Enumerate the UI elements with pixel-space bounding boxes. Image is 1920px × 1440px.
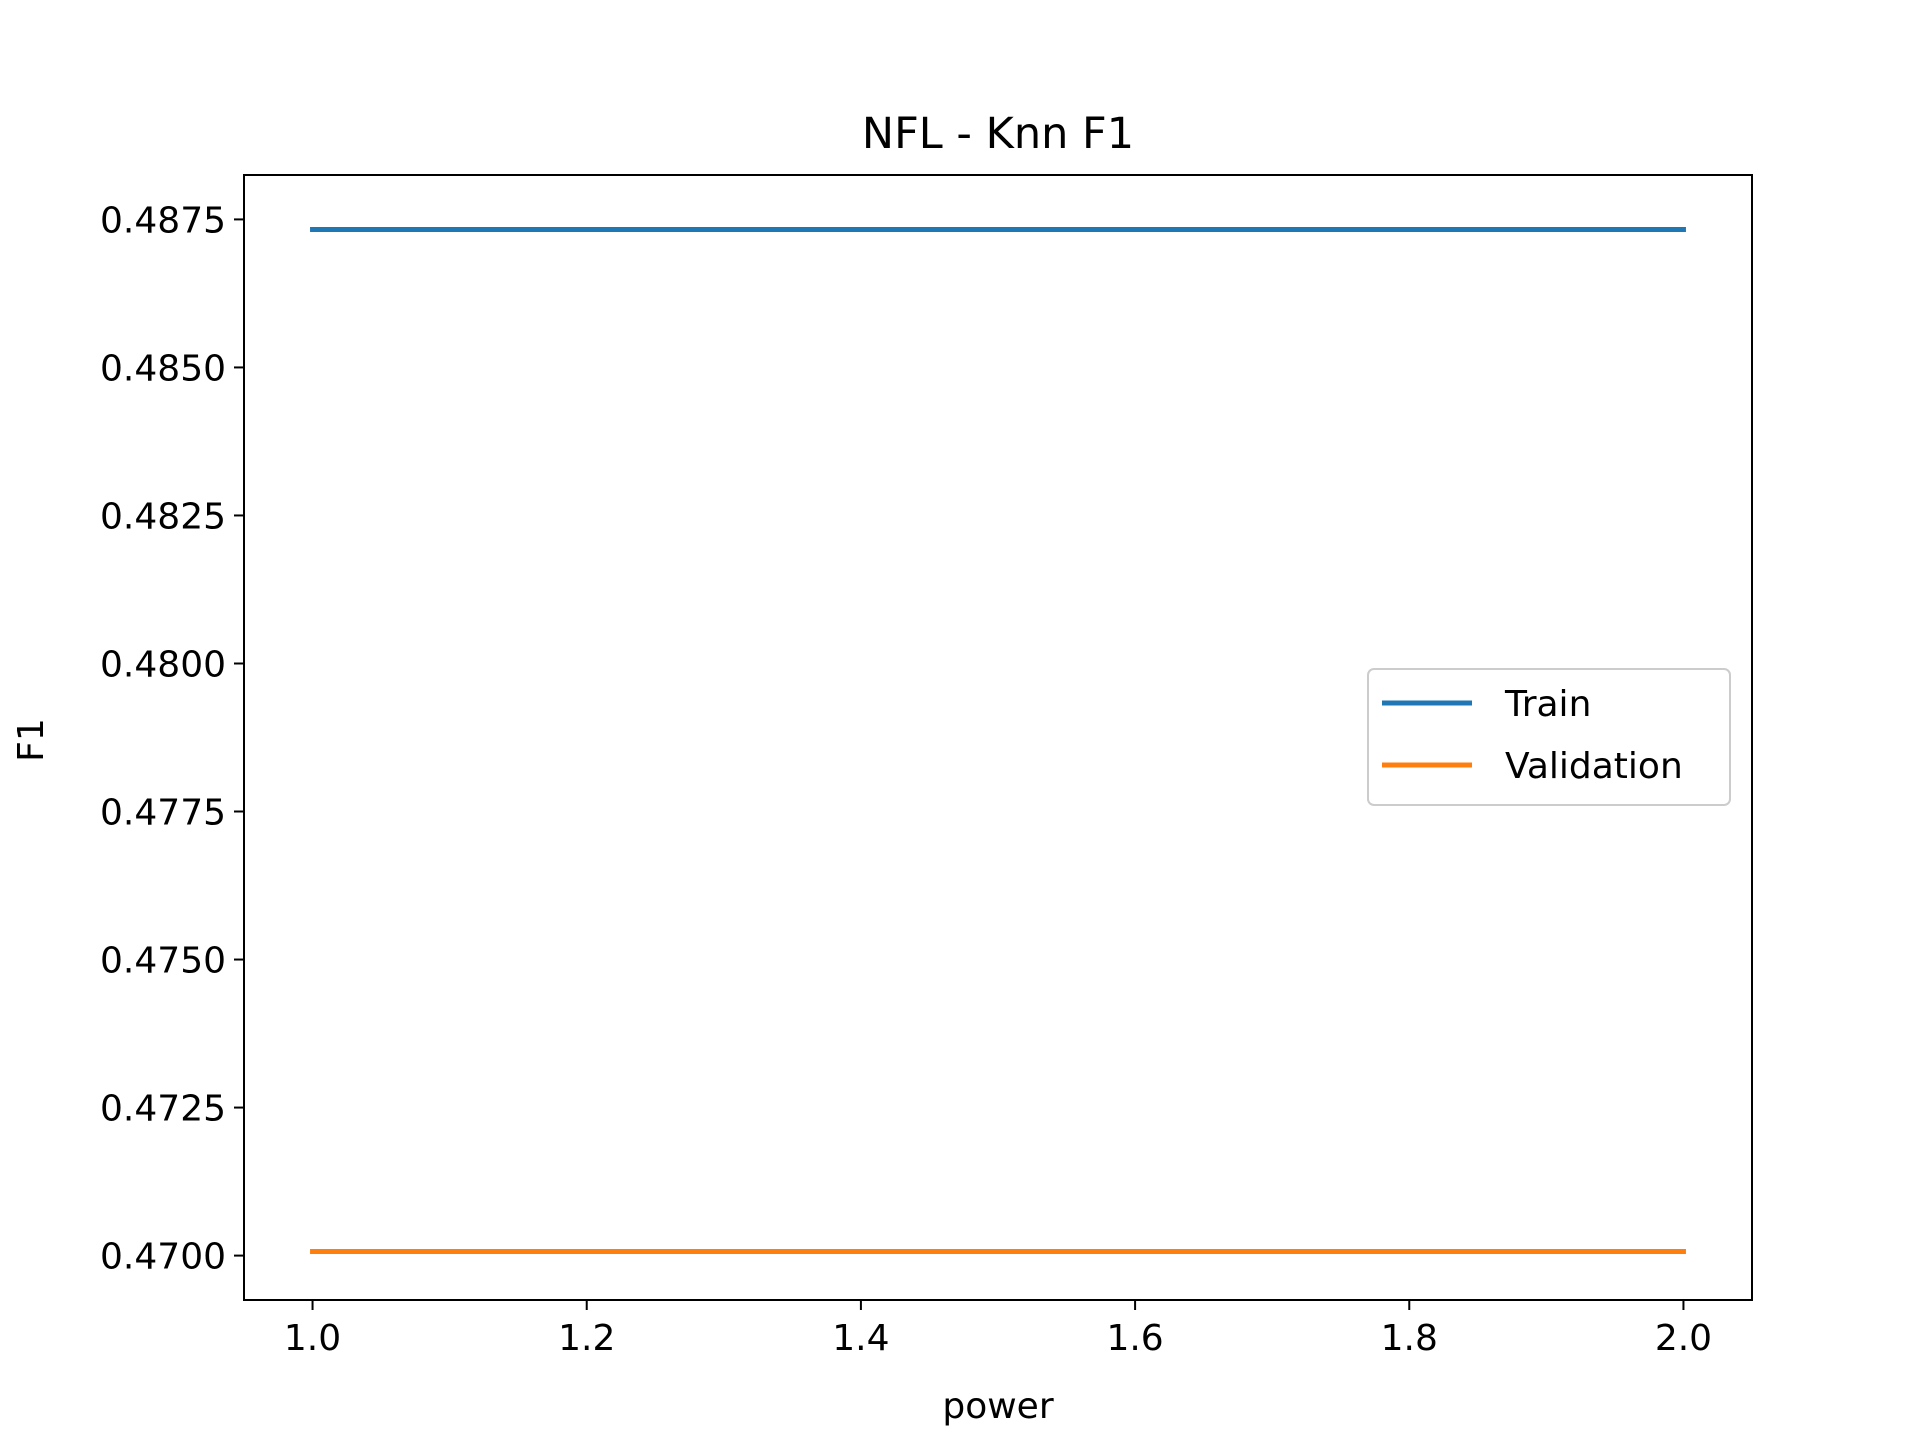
y-tick-label: 0.4725 — [100, 1089, 226, 1130]
y-tick-label: 0.4800 — [100, 644, 226, 685]
legend-label-train: Train — [1504, 684, 1591, 725]
legend-label-validation: Validation — [1505, 746, 1683, 787]
legend: Train Validation — [1367, 668, 1731, 806]
y-axis: 0.4700 0.4725 0.4750 0.4775 0.4800 0.4825 0.48… — [100, 200, 244, 1278]
chart-title: NFL - Knn F1 — [862, 109, 1134, 159]
x-axis-label: power — [942, 1386, 1053, 1427]
x-tick-label: 1.0 — [284, 1318, 341, 1359]
series-layer — [310, 226, 1686, 1254]
y-tick-label: 0.4700 — [100, 1237, 226, 1278]
x-tick-label: 1.8 — [1381, 1318, 1438, 1359]
y-tick-label: 0.4825 — [100, 496, 226, 537]
y-tick-label: 0.4875 — [100, 200, 226, 241]
x-axis: 1.0 1.2 1.4 1.6 1.8 2.0 — [284, 1300, 1712, 1359]
y-tick-label: 0.4850 — [100, 348, 226, 389]
x-tick-label: 1.4 — [832, 1318, 889, 1359]
plot-frame — [243, 174, 1753, 1301]
y-tick-label: 0.4750 — [100, 941, 226, 982]
x-tick-label: 2.0 — [1655, 1318, 1712, 1359]
y-tick-label: 0.4775 — [100, 793, 226, 834]
x-tick-label: 1.2 — [558, 1318, 615, 1359]
y-axis-label: F1 — [11, 718, 52, 762]
x-tick-label: 1.6 — [1106, 1318, 1163, 1359]
